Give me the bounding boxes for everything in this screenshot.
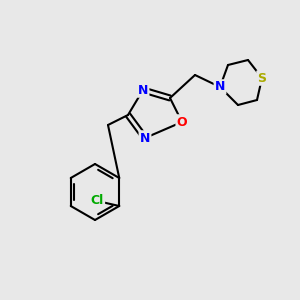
Text: Cl: Cl bbox=[91, 194, 104, 208]
Text: S: S bbox=[257, 71, 266, 85]
Text: N: N bbox=[215, 80, 225, 94]
Text: N: N bbox=[138, 83, 148, 97]
Text: N: N bbox=[140, 131, 150, 145]
Text: O: O bbox=[177, 116, 187, 128]
